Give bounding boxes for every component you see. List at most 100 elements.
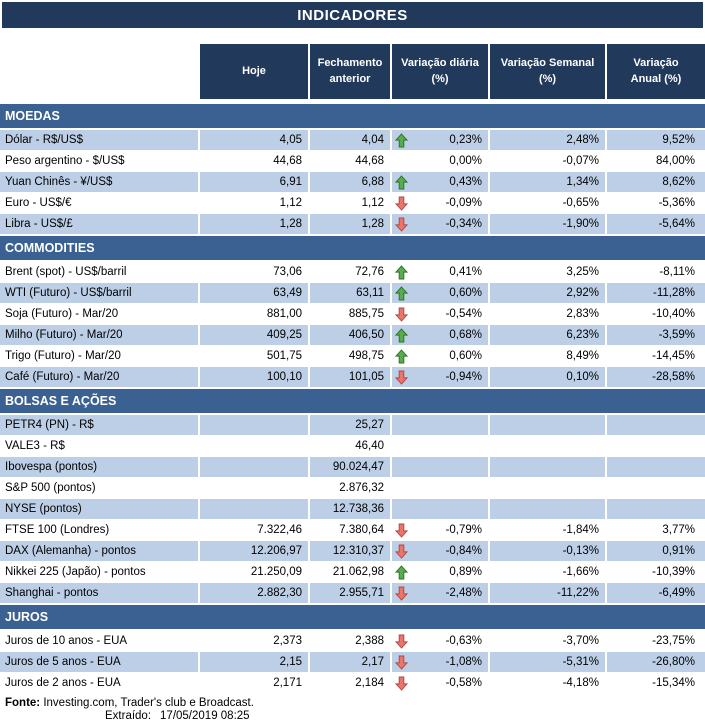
row-label: Trigo (Futuro) - Mar/20: [0, 346, 200, 367]
arrow-slot: [394, 655, 408, 670]
table-row: Soja (Futuro) - Mar/20 881,00 885,75 -0,…: [0, 304, 705, 325]
table-row: NYSE (pontos) 12.738,36: [0, 499, 705, 520]
arrow-slot: [394, 196, 408, 211]
hoje-value: [200, 415, 310, 436]
variacao-anual-value: 3,77%: [607, 520, 705, 541]
variacao-semanal-value: -1,90%: [490, 214, 607, 235]
row-label: PETR4 (PN) - R$: [0, 415, 200, 436]
table-row: Juros de 2 anos - EUA 2,171 2,184 -0,58%…: [0, 673, 705, 694]
arrow-slot: [394, 217, 408, 232]
variacao-semanal-value: -11,22%: [490, 583, 607, 604]
table-section: JUROS Juros de 10 anos - EUA 2,373 2,388…: [0, 604, 705, 694]
fechamento-value: 1,28: [310, 214, 392, 235]
variacao-diaria-cell: 0,43%: [392, 172, 490, 193]
section-header-bolsas-e-a-es: BOLSAS E AÇÕES: [0, 388, 705, 415]
variacao-semanal-value: [490, 457, 607, 478]
variacao-semanal-value: 2,83%: [490, 304, 607, 325]
variacao-diaria-value: -0,63%: [445, 635, 482, 647]
variacao-diaria-cell: -0,58%: [392, 673, 490, 694]
variacao-semanal-value: -4,18%: [490, 673, 607, 694]
arrow-slot: [394, 565, 408, 580]
variacao-semanal-value: -0,65%: [490, 193, 607, 214]
variacao-diaria-value: 0,89%: [449, 566, 482, 578]
variacao-diaria-cell: [392, 499, 490, 520]
variacao-anual-value: -11,28%: [607, 283, 705, 304]
arrow-slot: [394, 286, 408, 301]
column-header-var-anual: Variação Anual (%): [607, 44, 705, 99]
variacao-diaria-cell: -0,34%: [392, 214, 490, 235]
variacao-semanal-value: -3,70%: [490, 631, 607, 652]
hoje-value: 44,68: [200, 151, 310, 172]
down-arrow-icon: [394, 217, 408, 232]
table-row: Nikkei 225 (Japão) - pontos 21.250,09 21…: [0, 562, 705, 583]
row-label: WTI (Futuro) - US$/barril: [0, 283, 200, 304]
fechamento-value: 6,88: [310, 172, 392, 193]
variacao-anual-value: -10,40%: [607, 304, 705, 325]
table-row: Shanghai - pontos 2.882,30 2.955,71 -2,4…: [0, 583, 705, 604]
variacao-diaria-cell: -2,48%: [392, 583, 490, 604]
arrow-slot: [394, 175, 408, 190]
fechamento-value: 12.310,37: [310, 541, 392, 562]
fechamento-value: 90.024,47: [310, 457, 392, 478]
variacao-anual-value: -8,11%: [607, 262, 705, 283]
row-label: Shanghai - pontos: [0, 583, 200, 604]
table-row: Euro - US$/€ 1,12 1,12 -0,09% -0,65% -5,…: [0, 193, 705, 214]
arrow-slot: [394, 307, 408, 322]
variacao-diaria-cell: 0,68%: [392, 325, 490, 346]
table-row: Yuan Chinês - ¥/US$ 6,91 6,88 0,43% 1,34…: [0, 172, 705, 193]
hoje-value: 2,171: [200, 673, 310, 694]
down-arrow-icon: [394, 634, 408, 649]
variacao-anual-value: 8,62%: [607, 172, 705, 193]
variacao-diaria-cell: 0,41%: [392, 262, 490, 283]
variacao-semanal-value: -5,31%: [490, 652, 607, 673]
section-header-commodities: COMMODITIES: [0, 235, 705, 262]
variacao-diaria-value: 0,43%: [449, 176, 482, 188]
variacao-anual-value: -14,45%: [607, 346, 705, 367]
row-label: Libra - US$/£: [0, 214, 200, 235]
hoje-value: 100,10: [200, 367, 310, 388]
row-label: Ibovespa (pontos): [0, 457, 200, 478]
fechamento-value: 498,75: [310, 346, 392, 367]
arrow-slot: [394, 133, 408, 148]
hoje-value: 409,25: [200, 325, 310, 346]
row-label: Nikkei 225 (Japão) - pontos: [0, 562, 200, 583]
variacao-anual-value: [607, 499, 705, 520]
variacao-diaria-value: 0,60%: [449, 350, 482, 362]
fechamento-value: 885,75: [310, 304, 392, 325]
section-header-juros: JUROS: [0, 604, 705, 631]
table-row: Café (Futuro) - Mar/20 100,10 101,05 -0,…: [0, 367, 705, 388]
table-section: COMMODITIES Brent (spot) - US$/barril 73…: [0, 235, 705, 388]
up-arrow-icon: [394, 175, 408, 190]
fechamento-value: 46,40: [310, 436, 392, 457]
fechamento-value: 2.955,71: [310, 583, 392, 604]
variacao-diaria-value: -0,58%: [445, 677, 482, 689]
variacao-anual-value: [607, 436, 705, 457]
table-row: VALE3 - R$ 46,40: [0, 436, 705, 457]
fechamento-value: 44,68: [310, 151, 392, 172]
variacao-anual-value: -26,80%: [607, 652, 705, 673]
table-section: MOEDAS Dólar - R$/US$ 4,05 4,04 0,23% 2,…: [0, 103, 705, 235]
section-rows: Dólar - R$/US$ 4,05 4,04 0,23% 2,48% 9,5…: [0, 130, 705, 235]
up-arrow-icon: [394, 349, 408, 364]
row-label: Euro - US$/€: [0, 193, 200, 214]
fechamento-value: 63,11: [310, 283, 392, 304]
table-section: BOLSAS E AÇÕES PETR4 (PN) - R$ 25,27 VAL…: [0, 388, 705, 604]
extraction-note: Extraído: 17/05/2019 08:25: [105, 710, 705, 722]
section-rows: PETR4 (PN) - R$ 25,27 VALE3 - R$ 46,40 I…: [0, 415, 705, 604]
down-arrow-icon: [394, 544, 408, 559]
variacao-diaria-value: -0,94%: [445, 371, 482, 383]
source-note: Fonte: Investing.com, Trader's club e Br…: [5, 697, 705, 709]
section-rows: Juros de 10 anos - EUA 2,373 2,388 -0,63…: [0, 631, 705, 694]
variacao-semanal-value: 3,25%: [490, 262, 607, 283]
variacao-semanal-value: 0,10%: [490, 367, 607, 388]
variacao-diaria-value: 0,68%: [449, 329, 482, 341]
up-arrow-icon: [394, 133, 408, 148]
variacao-diaria-cell: 0,00%: [392, 151, 490, 172]
variacao-semanal-value: -1,66%: [490, 562, 607, 583]
corner-cell: [0, 44, 200, 99]
variacao-semanal-value: -1,84%: [490, 520, 607, 541]
variacao-anual-value: -3,59%: [607, 325, 705, 346]
fechamento-value: 21.062,98: [310, 562, 392, 583]
down-arrow-icon: [394, 307, 408, 322]
